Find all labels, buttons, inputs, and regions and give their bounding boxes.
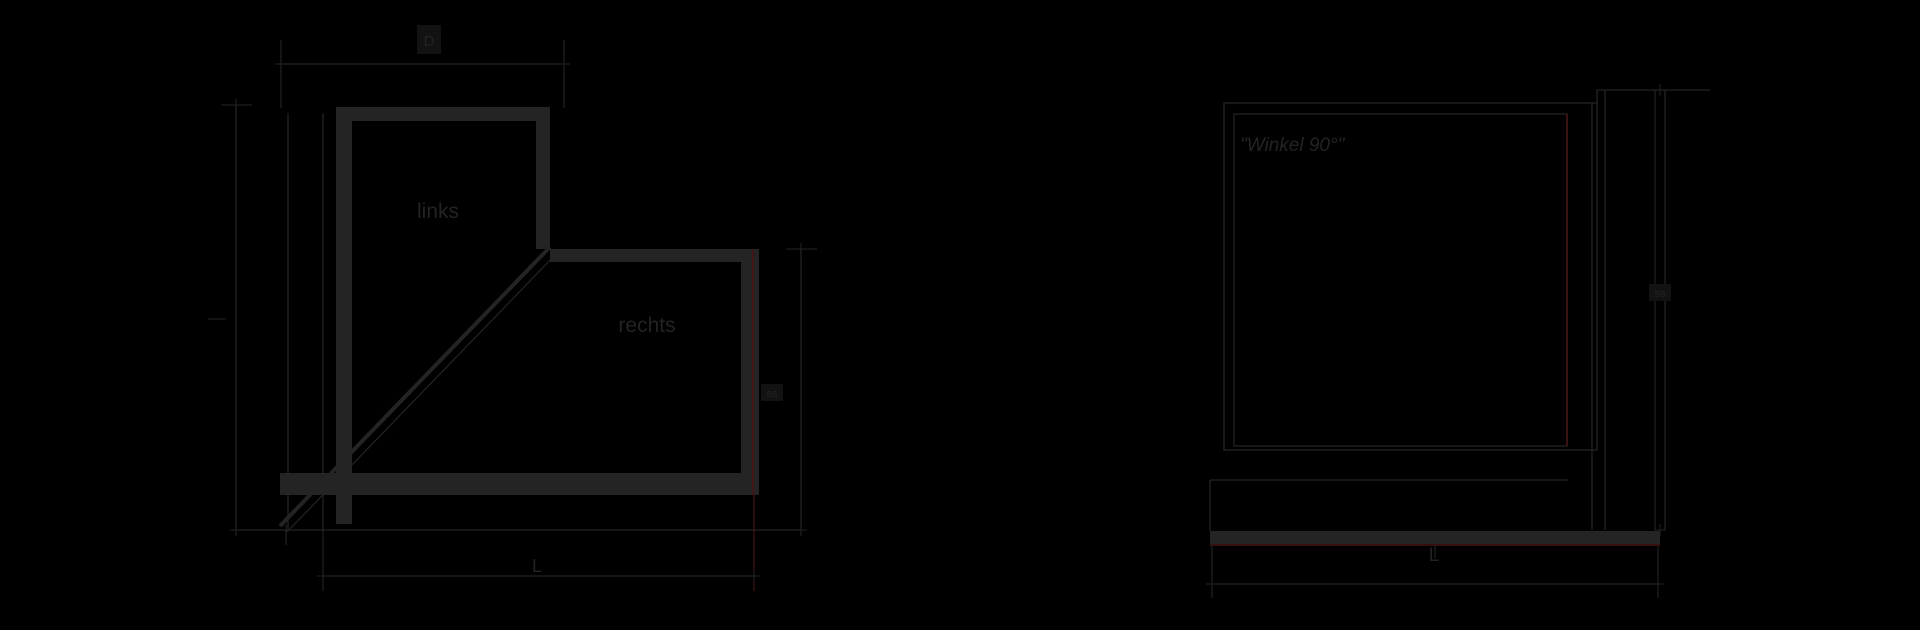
svg-text:ss: ss: [767, 388, 779, 400]
svg-text:ss: ss: [1655, 288, 1667, 300]
svg-text:"Winkel 90°": "Winkel 90°": [1240, 135, 1346, 156]
svg-text:L: L: [1429, 545, 1440, 566]
svg-text:links: links: [417, 200, 459, 223]
svg-text:rechts: rechts: [618, 314, 675, 337]
svg-text:L: L: [532, 556, 542, 576]
svg-text:D: D: [424, 33, 435, 50]
